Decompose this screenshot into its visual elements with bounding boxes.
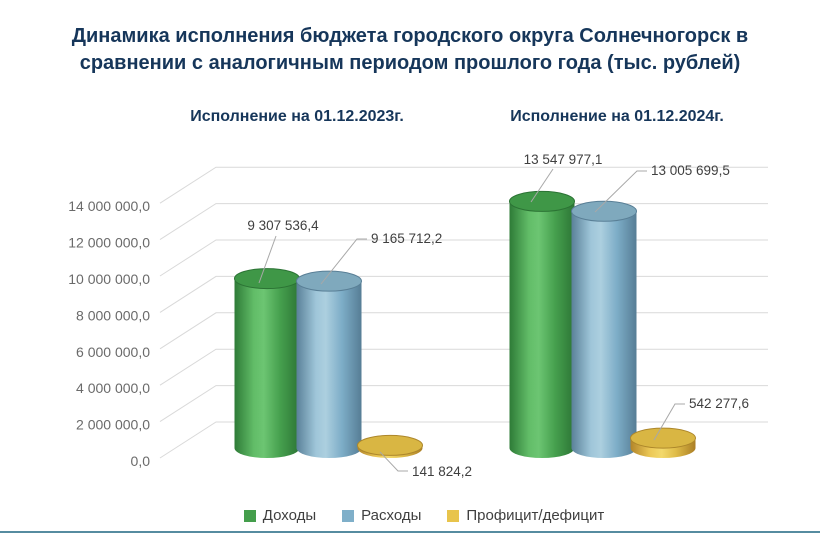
group-label-2023: Исполнение на 01.12.2023г.	[190, 108, 404, 125]
legend-swatch-proficit-icon	[447, 509, 460, 522]
chart-title-line-2: сравнении с аналогичным периодом прошлог…	[79, 52, 741, 74]
legend-label-dohody: Доходы	[262, 507, 317, 524]
label-leader-line	[653, 403, 685, 441]
y-axis-tick-label: 4 000 000,0	[76, 380, 150, 396]
data-label: 13 547 977,1	[524, 152, 603, 167]
y-axis-tick-label: 2 000 000,0	[76, 417, 150, 433]
data-label: 542 277,6	[689, 396, 749, 411]
y-axis-tick-label: 12 000 000,0	[68, 235, 150, 251]
group-label-2024: Исполнение на 01.12.2024г.	[510, 108, 724, 125]
chart-title: Динамика исполнения бюджета городского о…	[0, 23, 820, 77]
y-axis-tick-label: 6 000 000,0	[76, 344, 150, 360]
data-label: 13 005 699,5	[651, 163, 730, 178]
label-leader-line	[258, 235, 277, 284]
chart-title-line-1: Динамика исполнения бюджета городского о…	[71, 25, 749, 47]
y-axis-tick-label: 8 000 000,0	[76, 307, 150, 323]
data-label: 9 307 536,4	[247, 218, 319, 233]
legend-item-rashody: Расходы	[342, 507, 421, 524]
gridline	[159, 166, 768, 204]
y-axis-tick-label: 0,0	[131, 453, 151, 469]
data-label: 9 165 712,2	[371, 231, 442, 246]
label-leader-line	[530, 168, 554, 203]
legend-swatch-rashody-icon	[342, 509, 355, 522]
cylinder-yellow-group1	[357, 434, 423, 458]
label-leader-line	[594, 170, 647, 213]
legend-item-dohody: Доходы	[243, 507, 317, 524]
bottom-divider	[0, 531, 820, 533]
cylinder-green-group1	[234, 268, 300, 458]
chart-legend: Доходы Расходы Профицит/дефицит	[28, 507, 820, 524]
legend-item-proficit-deficit: Профицит/дефицит	[447, 507, 604, 524]
legend-label-proficit: Профицит/дефицит	[466, 507, 605, 524]
data-label: 141 824,2	[412, 464, 472, 479]
y-axis-tick-label: 14 000 000,0	[68, 198, 150, 214]
legend-swatch-dohody-icon	[243, 509, 256, 522]
y-axis-tick-label: 10 000 000,0	[68, 271, 150, 287]
cylinder-blue-group2	[571, 200, 637, 458]
cylinder-green-group2	[509, 190, 575, 458]
cylinder-yellow-group2	[630, 427, 696, 458]
cylinder-blue-group1	[296, 270, 362, 458]
label-leader-line	[320, 238, 367, 285]
legend-label-rashody: Расходы	[361, 507, 422, 524]
label-leader-line	[379, 451, 408, 472]
